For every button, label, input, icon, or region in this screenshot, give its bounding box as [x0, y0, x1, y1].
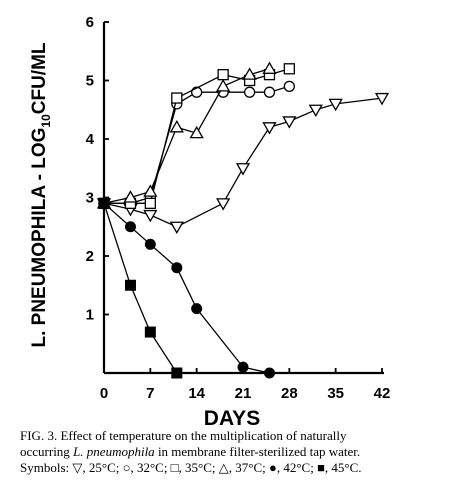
- y-tick-label: 1: [86, 307, 94, 324]
- series-32c-point: [283, 80, 295, 92]
- x-tick-label: 14: [188, 385, 205, 402]
- x-tick-label: 0: [100, 385, 108, 402]
- chart-axes: 0 7 14 21 28 35 42 1 2 3 4 5 6: [86, 14, 391, 402]
- y-tick-label: 6: [86, 14, 94, 31]
- y-axis-label-prefix: L. PNEUMOPHILA - LOG: [29, 128, 50, 348]
- caption-line-2-post: in membrane filter-sterilized tap water.: [154, 444, 361, 459]
- figure-caption: FIG. 3. Effect of temperature on the mul…: [20, 428, 445, 476]
- series-35c-point: [283, 63, 295, 75]
- series-45c-point: [171, 367, 183, 379]
- series-25c-point: [328, 98, 343, 112]
- x-tick-label: 42: [374, 385, 391, 402]
- y-tick-label: 5: [86, 73, 94, 90]
- series-37c: [96, 61, 277, 209]
- series-45c-line: [103, 203, 178, 374]
- series-37c-point: [242, 67, 257, 80]
- x-tick-label: 7: [146, 385, 154, 402]
- caption-symbols-legend: Symbols: ▽, 25°C; ○, 32°C; □, 35°C; △, 3…: [20, 460, 362, 475]
- y-axis-label: L. PNEUMOPHILA - LOG10CFU/ML: [29, 42, 53, 347]
- series-25c-point: [308, 104, 323, 118]
- series-35c-point: [217, 69, 229, 81]
- series-25c-point: [169, 221, 184, 235]
- series-32c-line: [104, 85, 290, 204]
- series-35c-point: [144, 197, 156, 210]
- y-axis-label-subscript: 10: [39, 114, 53, 128]
- series-42c-point: [237, 361, 249, 373]
- x-tick-label: 21: [235, 385, 252, 402]
- series-25c-point: [143, 209, 158, 223]
- chart-series-layer: [96, 61, 390, 379]
- x-tick-label: 35: [327, 385, 344, 402]
- y-tick-label: 3: [86, 190, 94, 207]
- series-37c-line: [103, 68, 270, 204]
- series-42c-point: [263, 367, 275, 379]
- series-37c-point: [262, 61, 277, 74]
- series-42c-point: [171, 262, 183, 274]
- x-tick-label: 28: [281, 385, 298, 402]
- series-45c-point: [124, 279, 136, 291]
- y-axis-label-suffix: CFU/ML: [29, 42, 50, 114]
- series-45c: [98, 197, 183, 379]
- series-25c-point: [262, 122, 277, 135]
- series-42c-point: [124, 221, 136, 233]
- series-25c: [96, 92, 390, 235]
- series-37c-point: [123, 190, 138, 203]
- series-37c-point: [216, 79, 231, 92]
- y-tick-label: 4: [86, 131, 95, 148]
- caption-line-1: FIG. 3. Effect of temperature on the mul…: [20, 428, 347, 443]
- series-32c-point: [243, 86, 256, 98]
- series-37c-point: [143, 184, 158, 197]
- series-25c-point: [282, 116, 297, 129]
- series-45c-point: [98, 197, 110, 209]
- caption-line-2-pre: occurring: [20, 444, 74, 459]
- series-37c-point: [189, 125, 204, 139]
- series-45c-point: [144, 326, 156, 338]
- caption-species-name: L. pneumophila: [73, 444, 155, 459]
- series-25c-point: [235, 163, 251, 176]
- y-tick-label: 2: [86, 248, 94, 265]
- series-37c-point: [169, 119, 184, 133]
- series-42c-point: [144, 238, 156, 250]
- x-axis-label: DAYS: [204, 407, 260, 425]
- series-42c-point: [191, 303, 203, 315]
- series-25c-point: [374, 92, 390, 106]
- series-35c-point: [171, 92, 183, 104]
- series-25c-point: [216, 198, 231, 211]
- caption-line-2: occurring L. pneumophila in membrane fil…: [20, 444, 445, 460]
- series-32c-point: [263, 86, 276, 98]
- temperature-growth-chart: 0 7 14 21 28 35 42 1 2 3 4 5 6 DAYS L. PNEUMOPHILA -…: [29, 14, 391, 425]
- series-32c: [98, 80, 295, 210]
